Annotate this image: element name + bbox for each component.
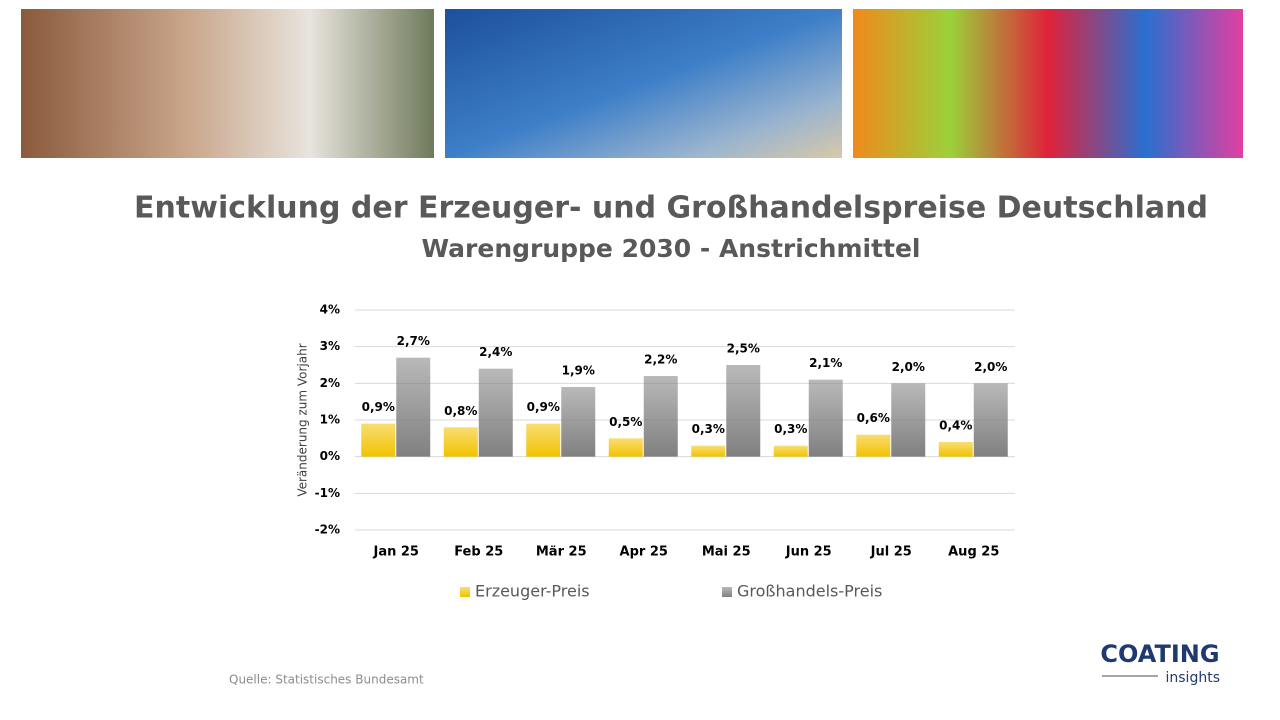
- bar: [561, 387, 596, 457]
- bar: [726, 365, 761, 457]
- data-label: 2,7%: [397, 334, 430, 348]
- data-label: 2,5%: [727, 342, 760, 356]
- x-tick-label: Jul 25: [870, 545, 912, 560]
- x-tick-label: Mai 25: [702, 545, 751, 560]
- x-tick-label: Feb 25: [454, 545, 503, 560]
- bar: [856, 434, 891, 457]
- data-label: 0,9%: [362, 400, 395, 414]
- data-label: 0,6%: [857, 411, 890, 425]
- legend-swatch: [722, 587, 732, 597]
- legend-label: Erzeuger-Preis: [475, 582, 590, 601]
- y-tick-label: 0%: [320, 449, 340, 463]
- bar: [938, 442, 973, 457]
- y-tick-label: -2%: [315, 523, 340, 537]
- legend-swatch: [460, 587, 470, 597]
- bar: [526, 423, 561, 457]
- logo-brand: COATING: [1100, 640, 1219, 668]
- y-tick-label: 1%: [320, 413, 340, 427]
- bar: [608, 438, 643, 457]
- data-label: 0,8%: [444, 404, 477, 418]
- x-tick-label: Mär 25: [536, 545, 587, 560]
- y-axis-label: Veränderung zum Vorjahr: [296, 343, 310, 496]
- data-label: 0,9%: [527, 400, 560, 414]
- photo-painter: [21, 9, 434, 158]
- source-note: Quelle: Statistisches Bundesamt: [229, 673, 424, 687]
- photo-ship-hull: [445, 9, 842, 158]
- bar: [361, 423, 396, 457]
- data-label: 2,4%: [479, 345, 512, 359]
- x-tick-label: Jan 25: [373, 545, 419, 560]
- data-label: 2,2%: [644, 353, 677, 367]
- y-tick-label: 2%: [320, 376, 340, 390]
- bar: [643, 376, 678, 457]
- bar: [808, 379, 843, 457]
- bar: [396, 357, 431, 457]
- y-tick-label: 4%: [320, 303, 340, 317]
- x-tick-label: Aug 25: [948, 545, 999, 560]
- bar: [443, 427, 478, 457]
- logo-tagline: insights: [1166, 670, 1221, 686]
- data-label: 0,3%: [774, 422, 807, 436]
- bar: [891, 383, 926, 457]
- data-label: 1,9%: [562, 364, 595, 378]
- data-label: 2,0%: [974, 360, 1007, 374]
- bar: [773, 445, 808, 457]
- x-tick-label: Apr 25: [620, 545, 668, 560]
- data-label: 0,5%: [609, 415, 642, 429]
- chart-title: Entwicklung der Erzeuger- und Großhandel…: [134, 191, 1208, 226]
- data-label: 0,4%: [939, 419, 972, 433]
- photo-paint-cans: [853, 9, 1243, 158]
- y-tick-label: -1%: [315, 486, 340, 500]
- chart-subtitle: Warengruppe 2030 - Anstrichmittel: [421, 234, 920, 263]
- bar: [691, 445, 726, 457]
- data-label: 2,1%: [809, 356, 842, 370]
- bar: [973, 383, 1008, 457]
- data-label: 0,3%: [692, 422, 725, 436]
- bar: [478, 368, 513, 457]
- legend-label: Großhandels-Preis: [737, 582, 882, 601]
- y-tick-label: 3%: [320, 339, 340, 353]
- data-label: 2,0%: [892, 360, 925, 374]
- x-tick-label: Jun 25: [785, 545, 832, 560]
